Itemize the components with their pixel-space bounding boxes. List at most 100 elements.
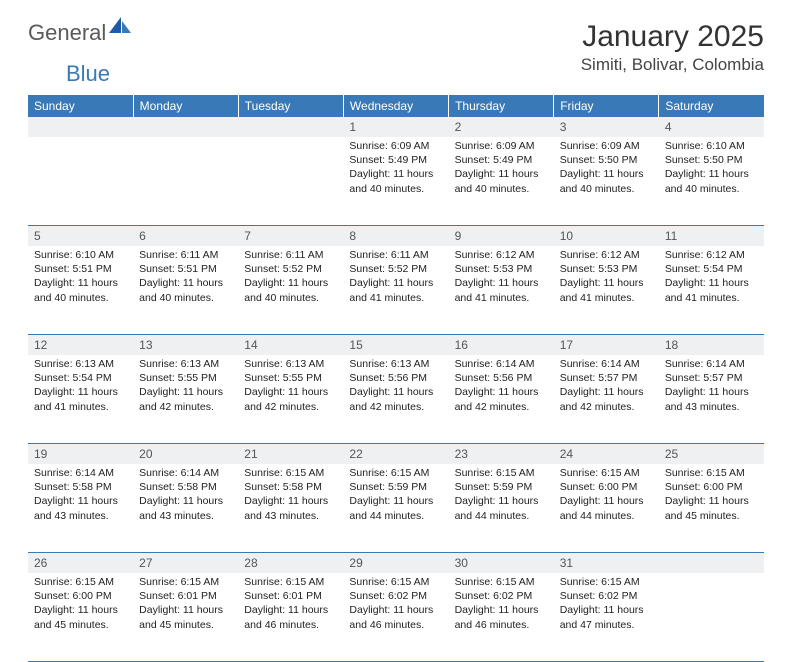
day-number xyxy=(28,117,133,123)
day-data-cell: Sunrise: 6:14 AMSunset: 5:58 PMDaylight:… xyxy=(133,464,238,553)
day-data: Sunrise: 6:15 AMSunset: 6:00 PMDaylight:… xyxy=(659,464,764,529)
day-data: Sunrise: 6:15 AMSunset: 6:01 PMDaylight:… xyxy=(133,573,238,638)
day-data: Sunrise: 6:14 AMSunset: 5:57 PMDaylight:… xyxy=(659,355,764,420)
day-data: Sunrise: 6:11 AMSunset: 5:51 PMDaylight:… xyxy=(133,246,238,311)
day-data-cell: Sunrise: 6:09 AMSunset: 5:50 PMDaylight:… xyxy=(554,137,659,226)
logo-sail-icon xyxy=(109,17,131,42)
day-header: Sunday xyxy=(28,95,133,117)
day-data: Sunrise: 6:12 AMSunset: 5:53 PMDaylight:… xyxy=(449,246,554,311)
week-data-row: Sunrise: 6:15 AMSunset: 6:00 PMDaylight:… xyxy=(28,573,764,662)
day-number: 17 xyxy=(554,335,659,355)
calendar-table: Sunday Monday Tuesday Wednesday Thursday… xyxy=(28,95,764,662)
day-number-cell: 27 xyxy=(133,553,238,574)
day-number-cell: 15 xyxy=(343,335,448,356)
day-number: 21 xyxy=(238,444,343,464)
day-data-cell: Sunrise: 6:10 AMSunset: 5:50 PMDaylight:… xyxy=(659,137,764,226)
day-data: Sunrise: 6:12 AMSunset: 5:54 PMDaylight:… xyxy=(659,246,764,311)
day-data-cell: Sunrise: 6:15 AMSunset: 5:59 PMDaylight:… xyxy=(449,464,554,553)
day-data-cell: Sunrise: 6:14 AMSunset: 5:57 PMDaylight:… xyxy=(554,355,659,444)
day-data-cell xyxy=(238,137,343,226)
logo: General xyxy=(28,20,133,46)
day-number: 14 xyxy=(238,335,343,355)
day-data-cell: Sunrise: 6:14 AMSunset: 5:56 PMDaylight:… xyxy=(449,355,554,444)
day-data: Sunrise: 6:09 AMSunset: 5:49 PMDaylight:… xyxy=(449,137,554,202)
day-data-cell: Sunrise: 6:15 AMSunset: 6:02 PMDaylight:… xyxy=(554,573,659,662)
day-data: Sunrise: 6:15 AMSunset: 6:02 PMDaylight:… xyxy=(449,573,554,638)
day-number: 23 xyxy=(449,444,554,464)
day-data: Sunrise: 6:14 AMSunset: 5:57 PMDaylight:… xyxy=(554,355,659,420)
day-data: Sunrise: 6:09 AMSunset: 5:50 PMDaylight:… xyxy=(554,137,659,202)
day-data xyxy=(28,137,133,145)
day-data: Sunrise: 6:15 AMSunset: 5:59 PMDaylight:… xyxy=(343,464,448,529)
day-number-cell: 14 xyxy=(238,335,343,356)
day-number: 6 xyxy=(133,226,238,246)
week-data-row: Sunrise: 6:13 AMSunset: 5:54 PMDaylight:… xyxy=(28,355,764,444)
day-data-cell: Sunrise: 6:12 AMSunset: 5:54 PMDaylight:… xyxy=(659,246,764,335)
day-data xyxy=(133,137,238,145)
day-number-cell: 25 xyxy=(659,444,764,465)
day-header: Saturday xyxy=(659,95,764,117)
day-number: 26 xyxy=(28,553,133,573)
day-data-cell: Sunrise: 6:15 AMSunset: 5:59 PMDaylight:… xyxy=(343,464,448,553)
day-data-cell: Sunrise: 6:12 AMSunset: 5:53 PMDaylight:… xyxy=(554,246,659,335)
day-number-cell: 20 xyxy=(133,444,238,465)
week-daynum-row: 12131415161718 xyxy=(28,335,764,356)
day-number: 4 xyxy=(659,117,764,137)
day-data: Sunrise: 6:15 AMSunset: 5:58 PMDaylight:… xyxy=(238,464,343,529)
day-number-cell xyxy=(133,117,238,137)
day-number: 11 xyxy=(659,226,764,246)
day-number-cell: 5 xyxy=(28,226,133,247)
day-number: 16 xyxy=(449,335,554,355)
day-number: 10 xyxy=(554,226,659,246)
day-data: Sunrise: 6:15 AMSunset: 6:00 PMDaylight:… xyxy=(554,464,659,529)
day-number-cell: 8 xyxy=(343,226,448,247)
day-data: Sunrise: 6:14 AMSunset: 5:58 PMDaylight:… xyxy=(28,464,133,529)
day-number: 29 xyxy=(343,553,448,573)
day-data-cell: Sunrise: 6:15 AMSunset: 6:01 PMDaylight:… xyxy=(238,573,343,662)
day-data-cell: Sunrise: 6:10 AMSunset: 5:51 PMDaylight:… xyxy=(28,246,133,335)
day-number-cell: 10 xyxy=(554,226,659,247)
day-data: Sunrise: 6:11 AMSunset: 5:52 PMDaylight:… xyxy=(238,246,343,311)
day-data-cell: Sunrise: 6:15 AMSunset: 6:00 PMDaylight:… xyxy=(659,464,764,553)
day-data: Sunrise: 6:10 AMSunset: 5:51 PMDaylight:… xyxy=(28,246,133,311)
day-data: Sunrise: 6:15 AMSunset: 6:02 PMDaylight:… xyxy=(343,573,448,638)
week-daynum-row: 19202122232425 xyxy=(28,444,764,465)
day-number-cell: 11 xyxy=(659,226,764,247)
day-number: 5 xyxy=(28,226,133,246)
day-header: Thursday xyxy=(449,95,554,117)
day-number-cell: 18 xyxy=(659,335,764,356)
week-data-row: Sunrise: 6:10 AMSunset: 5:51 PMDaylight:… xyxy=(28,246,764,335)
day-data: Sunrise: 6:14 AMSunset: 5:56 PMDaylight:… xyxy=(449,355,554,420)
day-data-cell xyxy=(133,137,238,226)
day-number-cell: 1 xyxy=(343,117,448,137)
day-data-cell: Sunrise: 6:13 AMSunset: 5:55 PMDaylight:… xyxy=(238,355,343,444)
day-number-cell: 2 xyxy=(449,117,554,137)
day-data-cell: Sunrise: 6:15 AMSunset: 6:00 PMDaylight:… xyxy=(28,573,133,662)
day-number-cell: 19 xyxy=(28,444,133,465)
day-data: Sunrise: 6:13 AMSunset: 5:54 PMDaylight:… xyxy=(28,355,133,420)
day-number-cell xyxy=(238,117,343,137)
day-data-cell: Sunrise: 6:15 AMSunset: 6:00 PMDaylight:… xyxy=(554,464,659,553)
week-data-row: Sunrise: 6:14 AMSunset: 5:58 PMDaylight:… xyxy=(28,464,764,553)
day-number: 27 xyxy=(133,553,238,573)
week-daynum-row: 262728293031 xyxy=(28,553,764,574)
day-number-cell: 24 xyxy=(554,444,659,465)
day-number-cell: 7 xyxy=(238,226,343,247)
day-number-cell: 26 xyxy=(28,553,133,574)
day-number: 7 xyxy=(238,226,343,246)
day-number-cell: 31 xyxy=(554,553,659,574)
day-data-cell: Sunrise: 6:11 AMSunset: 5:52 PMDaylight:… xyxy=(343,246,448,335)
day-number-cell: 3 xyxy=(554,117,659,137)
day-data-cell: Sunrise: 6:13 AMSunset: 5:55 PMDaylight:… xyxy=(133,355,238,444)
day-number-cell: 22 xyxy=(343,444,448,465)
day-data-cell: Sunrise: 6:14 AMSunset: 5:57 PMDaylight:… xyxy=(659,355,764,444)
day-number-cell: 30 xyxy=(449,553,554,574)
day-number-cell: 28 xyxy=(238,553,343,574)
day-number-cell: 12 xyxy=(28,335,133,356)
day-data: Sunrise: 6:12 AMSunset: 5:53 PMDaylight:… xyxy=(554,246,659,311)
day-data-cell: Sunrise: 6:12 AMSunset: 5:53 PMDaylight:… xyxy=(449,246,554,335)
logo-text-general: General xyxy=(28,20,106,46)
day-number: 31 xyxy=(554,553,659,573)
day-data: Sunrise: 6:13 AMSunset: 5:56 PMDaylight:… xyxy=(343,355,448,420)
day-data: Sunrise: 6:10 AMSunset: 5:50 PMDaylight:… xyxy=(659,137,764,202)
